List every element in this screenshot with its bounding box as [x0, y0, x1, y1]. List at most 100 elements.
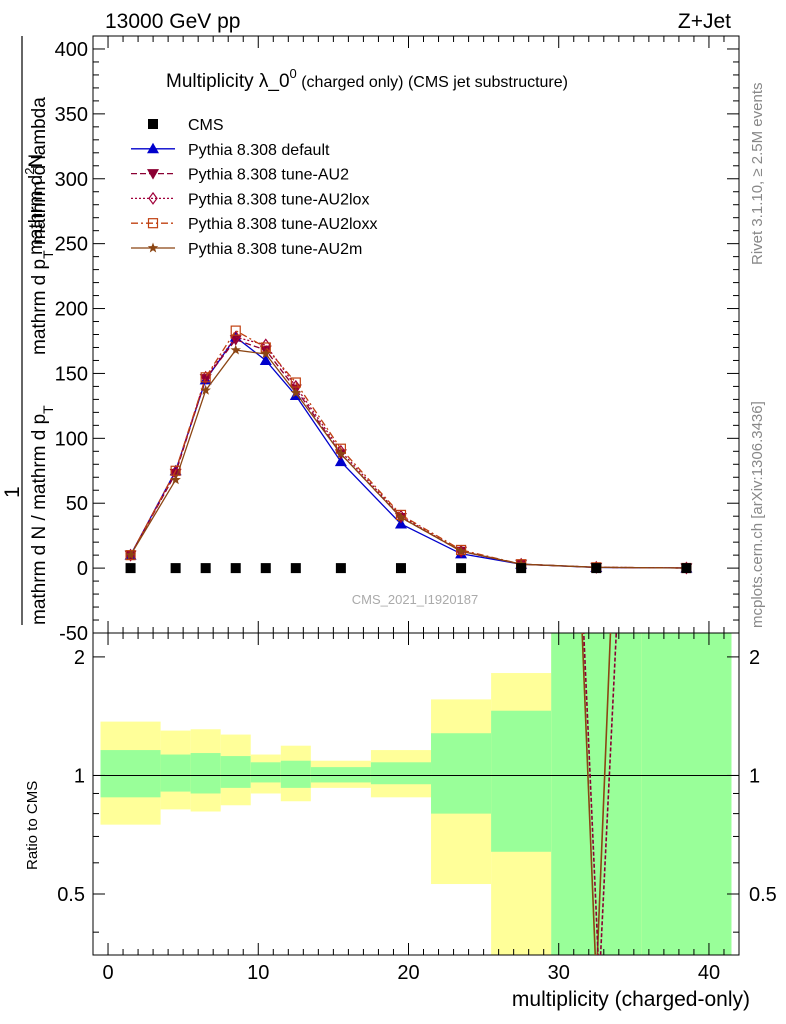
- series-marker: [334, 455, 347, 467]
- series-marker: [395, 511, 407, 522]
- ratio-ytick-label-right: 0.5: [749, 884, 777, 906]
- cms-data-point: [290, 563, 301, 574]
- series-marker: [200, 370, 211, 384]
- legend-label: Pythia 8.308 tune-AU2m: [188, 241, 362, 258]
- series-line: [130, 336, 687, 569]
- series-marker: [125, 548, 136, 562]
- legend-marker: [147, 242, 159, 253]
- cms-data-point: [230, 563, 241, 574]
- ratio-frame: [92, 632, 740, 956]
- series-line: [130, 336, 687, 569]
- legend-marker: [147, 142, 159, 154]
- ratio-ytick-label-left: 2: [74, 647, 85, 669]
- ratio-ytick-label-right: 1: [749, 765, 760, 787]
- series-marker: [230, 344, 241, 355]
- main-axes: -50 0 50 100 150 200 250 300 350 400: [55, 36, 739, 645]
- mcplots-label: mcplots.cern.ch [arXiv:1306.3436]: [749, 401, 766, 628]
- cms-data-point: [200, 563, 211, 574]
- series-marker: [290, 377, 301, 388]
- header-energy: 13000 GeV pp: [105, 10, 240, 33]
- ratio-band-inner: [250, 762, 281, 783]
- main-ytick-label: 0: [77, 558, 88, 580]
- legend-marker: [147, 218, 159, 229]
- main-ytick-label: 200: [55, 299, 88, 321]
- main-ytick-label: 400: [55, 39, 88, 61]
- main-ytick-label: 100: [55, 428, 88, 450]
- series-marker: [335, 448, 347, 459]
- series-line: [130, 349, 687, 569]
- ratio-band-inner: [641, 633, 732, 955]
- series-marker: [290, 387, 302, 398]
- xlabel: multiplicity (charged-only): [512, 988, 750, 1011]
- main-ytick-label: 50: [66, 493, 88, 515]
- series-marker: [259, 354, 272, 365]
- legend-label: Pythia 8.308 tune-AU2lox: [188, 191, 369, 208]
- ratio-ytick-label-left: 0.5: [57, 884, 85, 906]
- ratio-line: [582, 633, 618, 955]
- ylabel-left-denominator: mathrm d N / mathrm d pT: [29, 405, 56, 625]
- analysis-watermark: CMS_2021_I1920187: [352, 592, 479, 607]
- main-ytick-label: 250: [55, 234, 88, 256]
- legend-marker: [148, 119, 158, 129]
- cms-data-point: [591, 563, 602, 574]
- cms-data-point: [516, 563, 527, 574]
- series-marker: [260, 348, 271, 359]
- ylabel-one: 1: [1, 486, 24, 498]
- cms-data-point: [681, 563, 692, 574]
- rivet-label: Rivet 3.1.10, ≥ 2.5M events: [749, 83, 766, 266]
- ratio-line: [581, 633, 612, 955]
- ratio-xtick-label: 40: [698, 962, 720, 984]
- legend-label: Pythia 8.308 default: [188, 142, 330, 159]
- cms-data-point: [456, 563, 467, 574]
- ratio-series: [581, 633, 618, 955]
- ratio-xtick-label: 10: [247, 962, 269, 984]
- series-marker: [125, 549, 136, 560]
- ratio-band-inner: [190, 753, 221, 794]
- legend-label: Pythia 8.308 tune-AU2: [188, 167, 349, 184]
- ratio-ytick-label-left: 1: [74, 765, 85, 787]
- ratio-band-inner: [100, 750, 161, 798]
- main-ytick-label: 150: [55, 363, 88, 385]
- series-marker: [455, 545, 467, 556]
- ratio-band-inner: [310, 767, 371, 783]
- series-line: [130, 329, 687, 569]
- cms-data-point: [335, 563, 346, 574]
- series-marker: [230, 325, 241, 336]
- legend-marker: [148, 191, 158, 205]
- ratio-band-inner: [431, 733, 492, 814]
- series-marker: [170, 474, 181, 485]
- cms-data-point: [395, 563, 406, 574]
- ratio-ytick-label-right: 2: [749, 647, 760, 669]
- ratio-band-inner: [220, 756, 251, 788]
- cms-data-point: [260, 563, 271, 574]
- ratio-band-inner: [160, 754, 191, 792]
- ratio-band-inner: [370, 762, 432, 785]
- main-ytick-label: -50: [59, 623, 88, 645]
- ylabel-numerator: mathrm d2N: [22, 154, 47, 255]
- legend-label: Pythia 8.308 tune-AU2loxx: [188, 216, 377, 233]
- ratio-band-inner: [280, 760, 311, 788]
- series-marker: [200, 384, 211, 395]
- ratio-xtick-label: 20: [397, 962, 419, 984]
- ylabel-denominator: mathrm d pT mathrm d lambda: [29, 97, 56, 355]
- legend-label: CMS: [188, 117, 224, 134]
- main-ylabel: 1 mathrm d N / mathrm d pT mathrm d2N ma…: [1, 36, 56, 625]
- ratio-bands: [93, 633, 739, 955]
- ratio-xtick-label: 30: [548, 962, 570, 984]
- main-ytick-label: 300: [55, 169, 88, 191]
- cms-data-point: [125, 563, 136, 574]
- legend-marker: [147, 169, 159, 180]
- ratio-xtick-label: 0: [102, 962, 113, 984]
- main-series: [124, 325, 693, 575]
- main-ytick-label: 350: [55, 104, 88, 126]
- legend: CMS Pythia 8.308 default Pythia 8.308 tune…: [131, 117, 377, 258]
- plot-title: Multiplicity λ_00 (charged only) (CMS je…: [166, 66, 568, 92]
- series-line: [130, 338, 687, 569]
- ratio-band-inner: [491, 710, 552, 852]
- series-marker: [200, 372, 211, 383]
- ratio-axes: 0.5 0.51 12 20 10 20 30 40: [57, 633, 777, 984]
- ratio-ylabel: Ratio to CMS: [24, 781, 41, 870]
- cms-data-point: [170, 563, 181, 574]
- header-process: Z+Jet: [678, 10, 731, 33]
